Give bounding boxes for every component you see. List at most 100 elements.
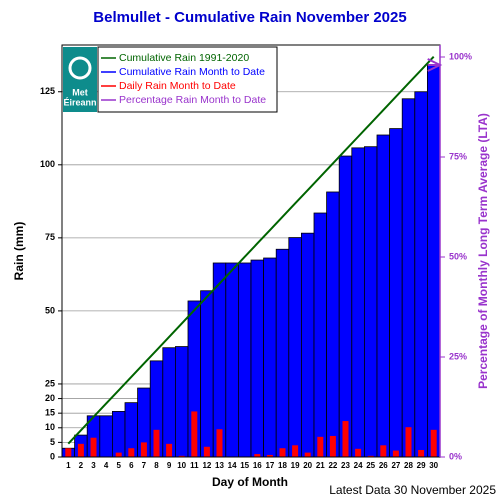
x-tick-label: 26 — [379, 461, 388, 470]
x-tick-label: 3 — [91, 461, 96, 470]
daily-bar — [329, 435, 336, 457]
cumulative-bar — [99, 415, 113, 458]
daily-bar — [166, 443, 173, 457]
lta-line — [67, 56, 435, 445]
y-tick-label: 75 — [45, 232, 55, 242]
daily-bar — [355, 448, 362, 457]
daily-bar — [342, 421, 349, 457]
daily-bar — [115, 452, 122, 457]
x-tick-label: 16 — [253, 461, 262, 470]
cumulative-bar — [338, 155, 353, 458]
daily-bar — [203, 446, 210, 457]
legend-label: Percentage Rain Month to Date — [119, 94, 266, 106]
x-tick-label: 6 — [129, 461, 134, 470]
x-tick-label: 20 — [303, 461, 312, 470]
x-tick-label: 14 — [228, 461, 237, 470]
cumulative-bar — [162, 347, 176, 458]
cumulative-bar — [414, 91, 428, 458]
cumulative-bar — [225, 262, 239, 458]
x-tick-label: 17 — [265, 461, 274, 470]
daily-bar — [430, 429, 437, 457]
cumulative-bar — [212, 262, 227, 458]
cumulative-bar — [112, 411, 126, 458]
x-tick-label: 22 — [328, 461, 337, 470]
x-tick-label: 21 — [316, 461, 325, 470]
cumulative-bar — [174, 346, 189, 458]
legend — [97, 46, 278, 113]
logo-swirl — [68, 56, 92, 80]
daily-bar — [367, 455, 374, 457]
daily-bar — [418, 449, 425, 457]
cumulative-bar — [326, 191, 340, 458]
x-tick-label: 19 — [291, 461, 300, 470]
cumulative-bar — [426, 64, 441, 458]
x-tick-label: 29 — [417, 461, 426, 470]
cumulative-bar — [250, 259, 265, 458]
chart-title: Belmullet - Cumulative Rain November 202… — [93, 9, 406, 26]
daily-bar — [304, 452, 311, 457]
cumulative-bar — [351, 147, 365, 458]
y-tick-label: 50 — [45, 305, 55, 315]
y-tick-label: 20 — [45, 393, 55, 403]
x-tick-label: 8 — [154, 461, 159, 470]
daily-bar — [279, 448, 286, 457]
footer: Latest Data 30 November 2025 — [329, 483, 496, 497]
x-tick-label: 27 — [391, 461, 400, 470]
daily-bar — [380, 445, 387, 457]
daily-bar — [140, 442, 147, 457]
cumulative-bar — [275, 248, 290, 458]
cumulative-bar — [389, 128, 403, 458]
cumulative-bar — [313, 212, 328, 458]
x-tick-label: 12 — [202, 461, 211, 470]
legend-label: Daily Rain Month to Date — [119, 80, 236, 92]
x-tick-label: 2 — [79, 461, 84, 470]
y2-axis-label: Percentage of Monthly Long Term Average … — [476, 113, 490, 389]
x-tick-label: 7 — [142, 461, 147, 470]
y-tick-label: 15 — [45, 408, 55, 418]
y-tick-label: 125 — [40, 86, 55, 96]
legend-label: Cumulative Rain Month to Date — [119, 66, 265, 78]
x-tick-label: 11 — [190, 461, 199, 470]
cumulative-bar — [376, 134, 391, 458]
x-tick-label: 23 — [341, 461, 350, 470]
x-tick-label: 5 — [116, 461, 121, 470]
x-tick-label: 4 — [104, 461, 109, 470]
x-tick-label: 28 — [404, 461, 413, 470]
y2-tick-label: 100% — [449, 51, 472, 61]
daily-bar — [292, 445, 299, 457]
x-tick-label: 18 — [278, 461, 287, 470]
daily-bar — [317, 436, 324, 457]
x-tick-label: 30 — [429, 461, 438, 470]
x-tick-label: 1 — [66, 461, 71, 470]
daily-bar — [392, 450, 399, 457]
x-tick-label: 13 — [215, 461, 224, 470]
logo-text: Éireann — [63, 97, 96, 107]
daily-bar — [90, 437, 97, 457]
y-tick-label: 100 — [40, 159, 55, 169]
cumulative-bar — [263, 257, 277, 458]
daily-bar — [153, 429, 160, 457]
cumulative-bar — [363, 146, 378, 458]
logo-text: Met — [72, 87, 88, 97]
daily-bar — [266, 454, 273, 457]
daily-bar — [216, 429, 223, 457]
y2-tick-label: 75% — [449, 151, 467, 161]
x-axis-label: Day of Month — [212, 475, 288, 489]
x-tick-label: 10 — [177, 461, 186, 470]
daily-bar — [128, 448, 135, 457]
legend-label: Cumulative Rain 1991-2020 — [119, 52, 249, 64]
daily-bar — [65, 448, 72, 457]
y2-tick-label: 50% — [449, 251, 467, 261]
cumulative-bar — [300, 232, 315, 458]
y2-tick-label: 0% — [449, 451, 462, 461]
daily-bar — [254, 454, 261, 457]
cumulative-bar — [401, 98, 416, 458]
x-tick-label: 15 — [240, 461, 249, 470]
x-tick-label: 24 — [354, 461, 363, 470]
x-tick-label: 25 — [366, 461, 375, 470]
y-tick-label: 10 — [45, 422, 55, 432]
daily-bar — [405, 427, 412, 457]
daily-bar — [191, 411, 198, 457]
daily-bar — [77, 443, 84, 457]
